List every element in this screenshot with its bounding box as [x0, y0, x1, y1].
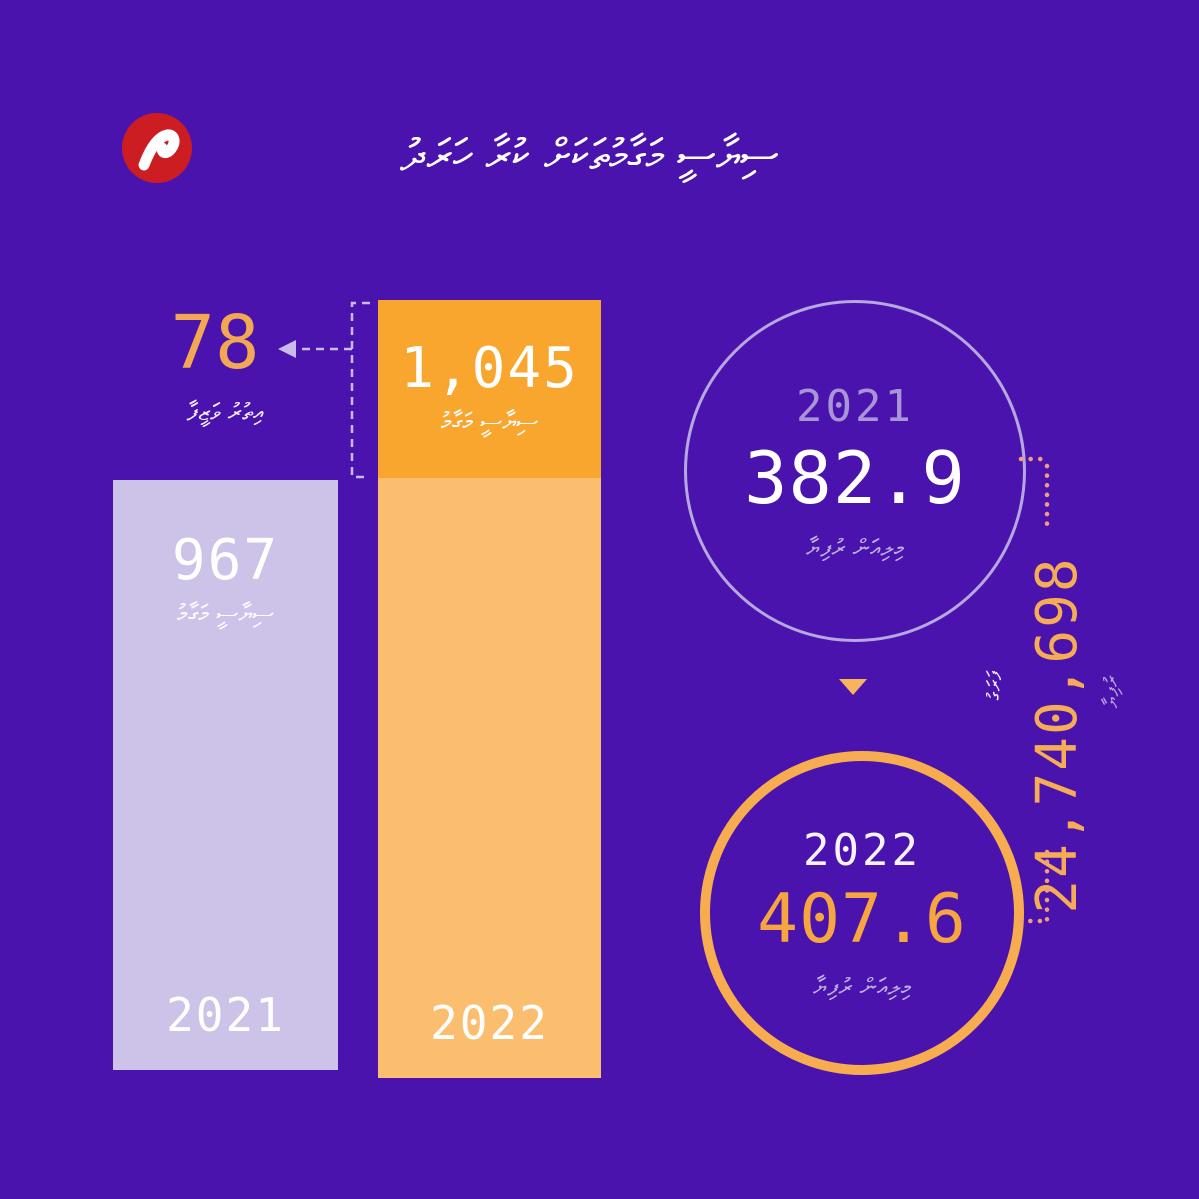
increase-bracket — [350, 301, 370, 479]
mihaaru-logo — [122, 113, 192, 183]
difference-label-rufiyaa: ރުފިޔާ — [1099, 675, 1123, 709]
increase-arrow-head-icon — [278, 340, 296, 358]
bar-2021-value: 967 — [171, 528, 280, 593]
mihaaru-logo-icon — [138, 129, 180, 171]
bar-2022-value: 1,045 — [400, 336, 579, 401]
circle-2021-value: 382.9 — [744, 435, 966, 520]
spending-circle-2022: 2022 407.6 މިލިއަން ރުފިޔާ — [700, 751, 1024, 1075]
bar-2021-year: 2021 — [166, 988, 285, 1042]
page-title: ސިޔާސީ މަގާމުތަކަށް ކުރާ ހަރަދު — [400, 130, 779, 181]
bar-2022-year: 2022 — [430, 996, 549, 1050]
spending-circle-2021: 2021 382.9 މިލިއަން ރުފިޔާ — [684, 300, 1026, 642]
circle-2022-year: 2022 — [803, 825, 921, 876]
bar-2022: 1,045 ސިޔާސީ މަގާމު 2022 — [378, 300, 601, 1078]
increase-label: އިތުރު ވަޒީފާ — [186, 398, 264, 426]
bar-2022-increase-segment: 1,045 ސިޔާސީ މަގާމު — [378, 300, 601, 478]
bar-2021-label: ސިޔާސީ މަގާމު — [176, 599, 275, 628]
increase-value: 78 — [170, 300, 260, 386]
difference-label-faragu: ފަރަގު — [982, 671, 1006, 701]
bar-2021: 967 ސިޔާސީ މަގާމު 2021 — [113, 480, 338, 1070]
circle-2022-unit: މިލިއަން ރުފިޔާ — [813, 973, 911, 1001]
bar-2022-label: ސިޔާސީ މަގާމު — [440, 407, 539, 436]
circle-2022-value: 407.6 — [757, 880, 967, 959]
difference-value: 24,740,698 — [1025, 556, 1090, 914]
triangle-down-icon — [839, 679, 867, 695]
circle-2021-year: 2021 — [796, 380, 914, 432]
circle-2021-unit: މިލިއަން ރުފިޔާ — [806, 533, 904, 562]
